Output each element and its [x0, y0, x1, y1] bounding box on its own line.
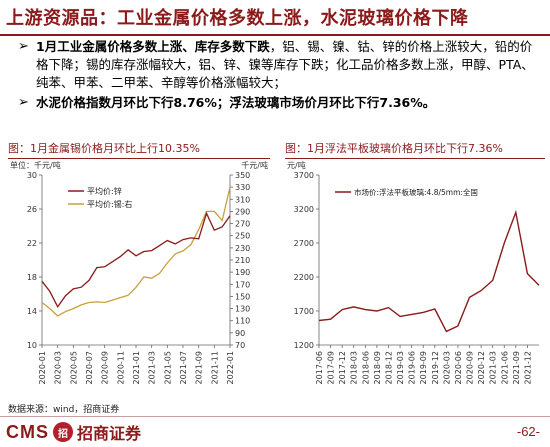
- y-right-tick-label: 310: [235, 195, 250, 204]
- y-left-tick-label: 30: [27, 171, 37, 180]
- y-tick-label: 2700: [294, 239, 314, 248]
- bullet-headline: 水泥价格指数月环比下行8.76%；浮法玻璃市场价月环比下行7.36%。: [36, 95, 436, 110]
- x-tick-label: 2020-11: [116, 351, 125, 384]
- y-tick-label: 3700: [294, 171, 314, 180]
- y-right-tick-label: 290: [235, 207, 250, 216]
- page-number: -62-: [516, 424, 540, 439]
- y-right-tick-label: 270: [235, 220, 250, 229]
- x-tick-label: 2018-12: [384, 351, 393, 384]
- arrow-bullet-icon: ➢: [18, 39, 29, 54]
- x-tick-label: 2019-09: [419, 351, 428, 384]
- y-tick-label: 1200: [294, 341, 314, 350]
- y-left-tick-label: 14: [27, 307, 37, 316]
- y-right-tick-label: 190: [235, 268, 250, 277]
- x-tick-label: 2020-01: [38, 351, 47, 384]
- left-axis-unit: 单位：千元/吨: [10, 160, 61, 170]
- right-axis-unit: 千元/吨: [241, 160, 268, 170]
- bullet-item-metals: ➢ 1月工业金属价格多数上涨、库存多数下跌，铝、锡、镍、钴、锌的价格上涨较大，铅…: [18, 38, 538, 92]
- x-tick-label: 2022-01: [226, 351, 235, 384]
- y-right-tick-label: 350: [235, 171, 250, 180]
- chart-title-divider: [285, 158, 545, 159]
- x-tick-label: 2020-03: [442, 351, 451, 384]
- y-right-tick-label: 210: [235, 256, 250, 265]
- bullet-text: 1月工业金属价格多数上涨、库存多数下跌，铝、锡、镍、钴、锌的价格上涨较大，铅的价…: [36, 38, 538, 92]
- x-tick-label: 2018-09: [373, 351, 382, 384]
- glass-price-line-chart: 元/吨 1200 1700 2200 2700 3200 3700 2017-06 2017-0…: [287, 160, 540, 384]
- x-tick-label: 2021-05: [163, 351, 172, 384]
- logo-text: CMS: [6, 421, 49, 442]
- logo-mark-icon: 招: [53, 422, 73, 442]
- x-tick-label: 2019-12: [431, 351, 440, 384]
- y-tick-label: 3200: [294, 205, 314, 214]
- x-tick-label: 2021-09: [512, 351, 521, 384]
- x-tick-label: 2021-12: [523, 351, 532, 384]
- y-left-tick-label: 18: [27, 273, 37, 282]
- x-tick-label: 2020-03: [54, 351, 63, 384]
- bullet-list: ➢ 1月工业金属价格多数上涨、库存多数下跌，铝、锡、镍、钴、锌的价格上涨较大，铅…: [18, 38, 538, 114]
- page-title: 上游资源品：工业金属价格多数上涨，水泥玻璃价格下降: [6, 8, 469, 29]
- chart-title: 图：1月金属锡价格月环比上行10.35%: [8, 142, 200, 155]
- y-right-tick-label: 150: [235, 292, 250, 301]
- x-tick-label: 2020-12: [477, 351, 486, 384]
- x-tick-label: 2021-11: [210, 351, 219, 384]
- x-tick-label: 2019-06: [408, 351, 417, 384]
- title-divider: [0, 34, 550, 36]
- data-source: 数据来源：wind，招商证券: [8, 405, 120, 415]
- y-axis-unit: 元/吨: [287, 160, 306, 170]
- legend-label-zinc: 平均价:锌: [87, 186, 122, 196]
- y-right-tick-label: 330: [235, 183, 250, 192]
- x-tick-label: 2021-03: [489, 351, 498, 384]
- y-right-tick-label: 70: [235, 341, 245, 350]
- tin-zinc-line-chart: 单位：千元/吨 千元/吨 10 14 18 22 26 30 70 90 110 130 150 170 1…: [10, 160, 268, 384]
- y-right-tick-label: 230: [235, 244, 250, 253]
- glass-chart-panel: 图：1月浮法平板玻璃价格月环比下行7.36% 元/吨 1200 1700 2200 27…: [285, 141, 545, 397]
- y-right-tick-label: 170: [235, 280, 250, 289]
- y-right-tick-label: 130: [235, 305, 250, 314]
- x-tick-label: 2020-07: [85, 351, 94, 384]
- logo-company-name: 招商证券: [77, 426, 142, 443]
- series-line-glass: [318, 209, 540, 333]
- series-line-zinc: [41, 211, 231, 309]
- y-right-tick-label: 90: [235, 329, 245, 338]
- x-tick-label: 2018-03: [350, 351, 359, 384]
- x-tick-label: 2020-09: [466, 351, 475, 384]
- x-tick-label: 2021-07: [179, 351, 188, 384]
- chart-title-divider: [8, 158, 270, 159]
- chart-title: 图：1月浮法平板玻璃价格月环比下行7.36%: [285, 142, 503, 155]
- x-tick-label: 2021-03: [148, 351, 157, 384]
- legend-label-glass: 市场价:浮法平板玻璃:4.8/5mm:全国: [354, 187, 478, 197]
- tin-zinc-chart-panel: 图：1月金属锡价格月环比上行10.35% 单位：千元/吨 千元/吨 10 14 18 22…: [8, 141, 270, 397]
- footer-divider: [0, 416, 550, 417]
- x-tick-label: 2020-06: [454, 351, 463, 384]
- legend-label-tin: 平均价:锡:右: [87, 199, 132, 209]
- series-line-tin: [41, 186, 231, 317]
- bullet-item-cement-glass: ➢ 水泥价格指数月环比下行8.76%；浮法玻璃市场价月环比下行7.36%。: [18, 94, 538, 112]
- arrow-bullet-icon: ➢: [18, 95, 29, 110]
- y-left-tick-label: 22: [27, 239, 37, 248]
- y-right-tick-label: 110: [235, 317, 250, 326]
- bullet-headline: 1月工业金属价格多数上涨、库存多数下跌: [36, 39, 270, 54]
- x-tick-label: 2019-03: [396, 351, 405, 384]
- y-left-tick-label: 10: [27, 341, 37, 350]
- y-right-tick-label: 250: [235, 232, 250, 241]
- x-tick-label: 2020-09: [101, 351, 110, 384]
- y-tick-label: 2200: [294, 273, 314, 282]
- x-tick-label: 2021-01: [132, 351, 141, 384]
- x-tick-label: 2017-12: [338, 351, 347, 384]
- y-tick-label: 1700: [294, 307, 314, 316]
- x-tick-label: 2021-09: [195, 351, 204, 384]
- bullet-body: ，铝、锡、镍、钴、锌的价格上涨较大，铅的价格下降；锡的库存涨幅较大，铝、锌、镍等…: [36, 39, 534, 90]
- y-left-tick-label: 26: [27, 205, 37, 214]
- x-tick-label: 2017-06: [315, 351, 324, 384]
- x-tick-label: 2018-06: [361, 351, 370, 384]
- bullet-text: 水泥价格指数月环比下行8.76%；浮法玻璃市场价月环比下行7.36%。: [36, 94, 538, 112]
- x-tick-label: 2020-05: [69, 351, 78, 384]
- x-tick-label: 2021-06: [500, 351, 509, 384]
- x-tick-label: 2017-09: [327, 351, 336, 384]
- cms-logo: CMS 招 招商证券: [6, 420, 141, 444]
